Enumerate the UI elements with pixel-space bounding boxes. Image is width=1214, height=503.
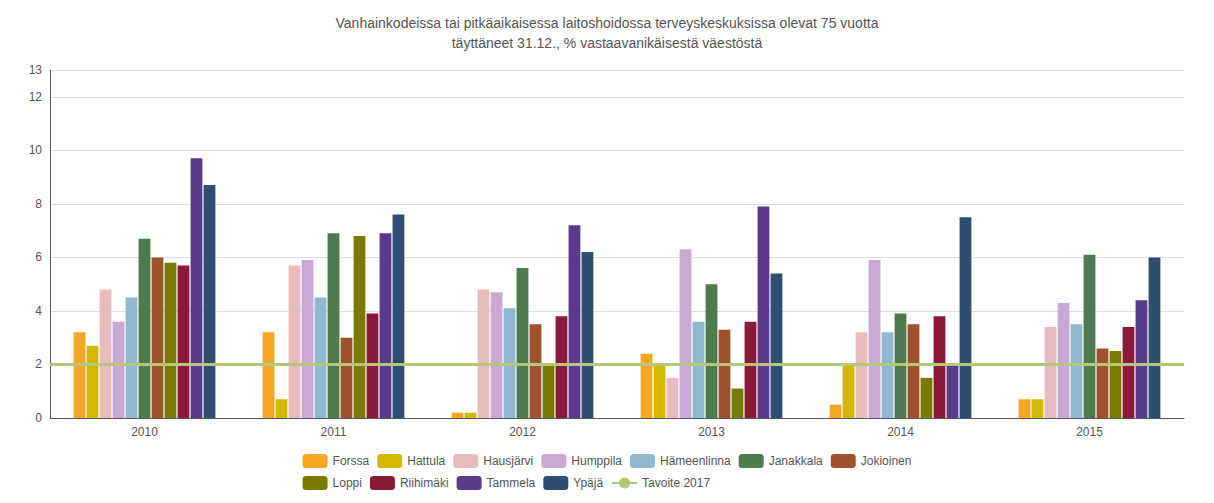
svg-text:0: 0 bbox=[35, 411, 42, 425]
svg-text:2015: 2015 bbox=[1076, 425, 1103, 439]
svg-text:Vanhainkodeissa tai pitkäaikai: Vanhainkodeissa tai pitkäaikaisessa lait… bbox=[336, 15, 879, 31]
svg-text:täyttäneet 31.12., % vastaavan: täyttäneet 31.12., % vastaavanikäisestä … bbox=[452, 35, 763, 51]
svg-text:Humppila: Humppila bbox=[571, 454, 622, 468]
svg-text:Ypäjä: Ypäjä bbox=[573, 476, 603, 490]
svg-text:Riihimäki: Riihimäki bbox=[400, 476, 449, 490]
svg-text:Hausjärvi: Hausjärvi bbox=[483, 454, 533, 468]
svg-text:Janakkala: Janakkala bbox=[769, 454, 823, 468]
svg-text:Jokioinen: Jokioinen bbox=[861, 454, 912, 468]
svg-text:2: 2 bbox=[35, 357, 42, 371]
svg-text:2012: 2012 bbox=[509, 425, 536, 439]
svg-text:4: 4 bbox=[35, 304, 42, 318]
svg-text:Tammela: Tammela bbox=[487, 476, 536, 490]
svg-text:10: 10 bbox=[29, 143, 43, 157]
svg-text:Loppi: Loppi bbox=[333, 476, 362, 490]
svg-text:2010: 2010 bbox=[131, 425, 158, 439]
svg-text:Tavoite 2017: Tavoite 2017 bbox=[642, 476, 710, 490]
svg-text:2011: 2011 bbox=[321, 425, 347, 439]
svg-text:2013: 2013 bbox=[698, 425, 725, 439]
svg-text:Hämeenlinna: Hämeenlinna bbox=[660, 454, 731, 468]
svg-text:8: 8 bbox=[35, 197, 42, 211]
svg-text:2014: 2014 bbox=[887, 425, 914, 439]
svg-text:12: 12 bbox=[29, 90, 43, 104]
svg-text:6: 6 bbox=[35, 250, 42, 264]
svg-text:13: 13 bbox=[29, 63, 43, 77]
svg-text:Hattula: Hattula bbox=[407, 454, 445, 468]
svg-text:Forssa: Forssa bbox=[333, 454, 370, 468]
